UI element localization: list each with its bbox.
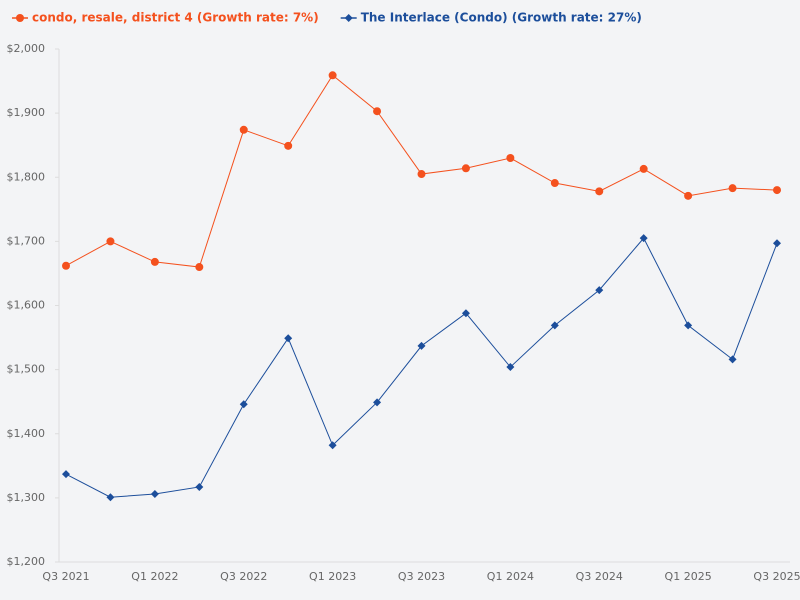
point [284,141,293,150]
point [150,490,159,499]
series-line [65,237,778,498]
y-tick-label: $1,300 [7,491,46,504]
point [728,184,737,193]
point [284,334,293,343]
y-tick-label: $1,900 [7,106,46,119]
x-tick-label: Q3 2023 [398,570,445,583]
legend: condo, resale, district 4 (Growth rate: … [12,11,642,25]
x-tick-label: Q1 2024 [487,570,534,583]
point [328,441,337,450]
point [62,470,70,479]
x-tick-label: Q1 2023 [309,570,356,583]
point [595,286,604,295]
y-tick-label: $1,800 [7,170,46,183]
point [639,164,648,173]
point [773,186,781,195]
point [328,71,337,80]
legend-marker [16,14,24,22]
point [506,154,515,163]
point [373,107,382,116]
legend-label: condo, resale, district 4 (Growth rate: … [32,11,319,25]
point [639,234,648,243]
x-tick-label: Q3 2024 [576,570,623,583]
point [728,355,737,364]
point [195,263,204,272]
point [773,239,781,248]
point [195,482,204,491]
y-tick-label: $1,400 [7,427,46,440]
y-tick-label: $1,600 [7,299,46,312]
x-tick-label: Q1 2022 [131,570,178,583]
y-tick-label: $1,200 [7,555,46,568]
point [595,187,604,196]
point [417,170,426,179]
point [684,321,693,330]
point [373,398,382,407]
point [239,125,248,134]
point [461,164,470,173]
point [239,400,248,409]
x-tick-label: Q3 2021 [42,570,89,583]
x-tick-label: Q3 2022 [220,570,267,583]
point [62,261,70,270]
x-tick-label: Q3 2025 [753,570,800,583]
point [550,179,559,188]
point [506,363,515,372]
point [106,493,115,502]
point [150,257,159,266]
legend-label: The Interlace (Condo) (Growth rate: 27%) [361,11,642,25]
point [461,309,470,318]
point [106,237,115,246]
y-tick-label: $1,700 [7,234,46,247]
point [684,191,693,200]
legend-marker [344,14,353,22]
point [550,321,559,330]
y-tick-label: $2,000 [7,42,46,55]
y-tick-label: $1,500 [7,363,46,376]
point [417,341,426,350]
x-tick-label: Q1 2025 [665,570,712,583]
